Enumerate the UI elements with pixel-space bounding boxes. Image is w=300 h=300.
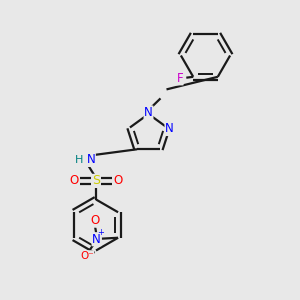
Text: N: N xyxy=(144,106,153,119)
Text: O: O xyxy=(90,214,100,227)
Text: O⁻: O⁻ xyxy=(80,251,94,261)
Text: +: + xyxy=(98,228,104,237)
Text: N: N xyxy=(92,233,101,246)
Text: O: O xyxy=(113,174,122,188)
Text: N: N xyxy=(86,153,95,167)
Text: S: S xyxy=(92,174,100,188)
Text: O: O xyxy=(70,174,79,188)
Text: N: N xyxy=(165,122,174,136)
Text: F: F xyxy=(176,72,183,85)
Text: H: H xyxy=(74,155,83,165)
